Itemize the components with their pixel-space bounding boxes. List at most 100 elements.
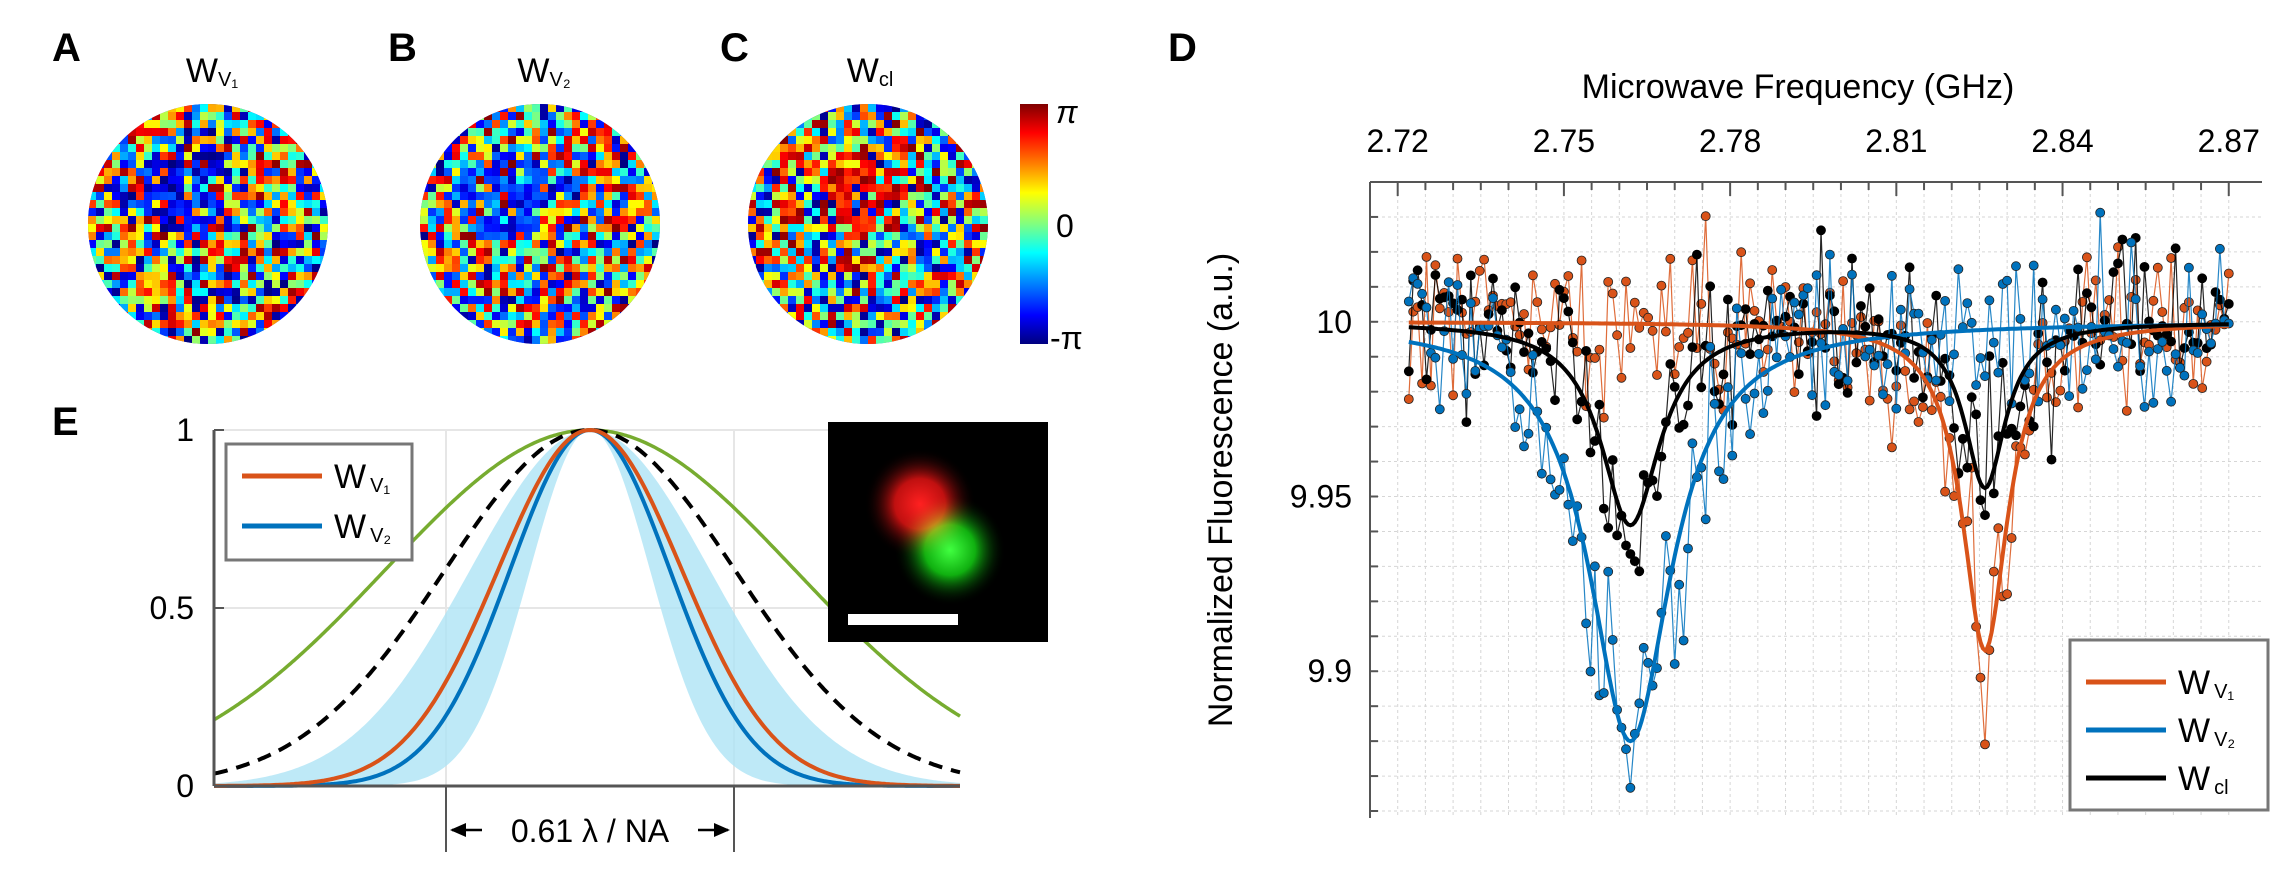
- phase-map-a: [88, 104, 328, 344]
- d-point-v2: [1776, 284, 1786, 295]
- d-point-v2: [2144, 346, 2154, 357]
- d-point-cl: [1510, 282, 1521, 293]
- d-point-v1: [2073, 402, 2084, 413]
- d-point-v2: [1931, 375, 1942, 386]
- d-point-cl: [1771, 315, 1782, 326]
- d-point-v2: [1585, 666, 1596, 677]
- d-point-v1: [1833, 375, 1844, 386]
- d-point-cl: [1767, 331, 1778, 342]
- d-point-v1: [1767, 265, 1778, 275]
- d-point-v1: [1922, 318, 1933, 328]
- d-point-v1: [2095, 335, 2106, 346]
- d-point-v1: [2144, 339, 2154, 350]
- d-point-v2: [1953, 264, 1964, 275]
- d-point-cl: [2090, 339, 2101, 350]
- d-point-cl: [2050, 335, 2061, 346]
- d-point-cl: [2006, 423, 2017, 434]
- d-point-v1: [1860, 344, 1871, 355]
- d-point-v2: [1918, 347, 1928, 358]
- d-point-cl: [2135, 366, 2146, 377]
- d-point-v2: [2046, 338, 2057, 349]
- d-point-v2: [2113, 361, 2123, 372]
- d-point-v1: [1656, 280, 1667, 291]
- d-point-v2: [2095, 207, 2106, 218]
- d-point-v1: [1731, 339, 1742, 350]
- d-point-cl: [1869, 357, 1880, 367]
- d-point-v2: [1634, 698, 1645, 709]
- d-point-cl: [1700, 340, 1711, 351]
- d-point-v2: [1528, 350, 1538, 361]
- d-point-cl: [1439, 292, 1450, 303]
- d-point-v2: [1785, 352, 1795, 362]
- d-point-cl: [2024, 415, 2035, 426]
- d-point-v1: [1762, 344, 1773, 355]
- d-point-v2: [1962, 298, 1973, 309]
- d-point-cl: [1918, 392, 1928, 403]
- d-point-v2: [2214, 243, 2225, 254]
- d-point-v2: [1457, 350, 1467, 360]
- d-point-cl: [2166, 336, 2177, 347]
- d-point-cl: [1962, 462, 1973, 473]
- d-point-cl: [1895, 337, 1906, 348]
- d-point-cl: [1607, 455, 1618, 465]
- d-point-cl: [1576, 396, 1587, 407]
- d-point-v2: [1559, 453, 1569, 464]
- d-point-v2: [1833, 370, 1844, 381]
- d-point-v1: [1856, 312, 1866, 322]
- d-point-v2: [2006, 398, 2017, 409]
- d-point-v2: [2099, 326, 2110, 337]
- d-point-cl: [1550, 395, 1560, 406]
- d-point-cl: [1957, 433, 1968, 444]
- e-annot-label: 0.61 λ / NA: [511, 813, 670, 849]
- d-point-v1: [2183, 297, 2194, 308]
- d-point-cl: [2042, 357, 2052, 368]
- d-point-v2: [1723, 382, 1733, 393]
- d-point-v2: [2042, 340, 2052, 351]
- d-point-v2: [2126, 237, 2137, 248]
- d-point-v2: [1576, 532, 1587, 543]
- d-point-cl: [1457, 294, 1467, 305]
- d-point-v1: [1594, 344, 1605, 355]
- d-point-v1: [2201, 356, 2212, 367]
- d-point-v2: [1661, 531, 1671, 541]
- d-point-cl: [1683, 400, 1693, 411]
- d-point-v2: [1612, 705, 1622, 715]
- d-point-cl: [1403, 366, 1414, 377]
- d-point-cl: [1567, 337, 1578, 348]
- d-point-v2: [1820, 400, 1831, 411]
- d-point-v2: [1793, 309, 1804, 320]
- d-point-v2: [2081, 365, 2092, 376]
- d-point-cl: [1705, 281, 1716, 292]
- d-point-v1: [2214, 300, 2225, 311]
- d-point-v1: [1864, 395, 1875, 406]
- d-point-v2: [1474, 323, 1485, 334]
- d-point-v2: [2219, 315, 2230, 326]
- d-point-cl: [1709, 386, 1720, 397]
- d-point-v2: [2139, 401, 2150, 412]
- d-point-cl: [1643, 477, 1653, 488]
- d-point-cl: [1900, 330, 1911, 341]
- d-legend-label-v2: W V₂: [2178, 712, 2235, 751]
- d-point-v1: [1625, 343, 1636, 353]
- d-point-v2: [2201, 324, 2212, 335]
- d-point-cl: [1408, 275, 1419, 286]
- d-point-cl: [1856, 301, 1866, 311]
- d-point-v1: [1895, 320, 1906, 331]
- d-x-tick-label: 2.87: [2198, 123, 2260, 159]
- d-y-tick-label: 9.95: [1290, 479, 1352, 515]
- d-point-cl: [1922, 371, 1933, 382]
- d-point-v2: [1665, 565, 1676, 576]
- d-point-cl: [1829, 306, 1840, 317]
- d-point-v1: [2175, 357, 2185, 368]
- d-point-cl: [2055, 339, 2066, 350]
- d-point-v2: [1674, 579, 1685, 590]
- d-point-cl: [2046, 454, 2057, 465]
- phase-colorbar: [1020, 104, 1048, 344]
- d-point-v2: [1856, 331, 1866, 342]
- d-point-cl: [1718, 369, 1729, 380]
- d-point-v1: [1647, 325, 1658, 336]
- d-point-cl: [1825, 290, 1835, 301]
- d-point-cl: [1541, 343, 1552, 354]
- d-point-v2: [1621, 744, 1631, 755]
- d-point-v1: [1887, 442, 1897, 453]
